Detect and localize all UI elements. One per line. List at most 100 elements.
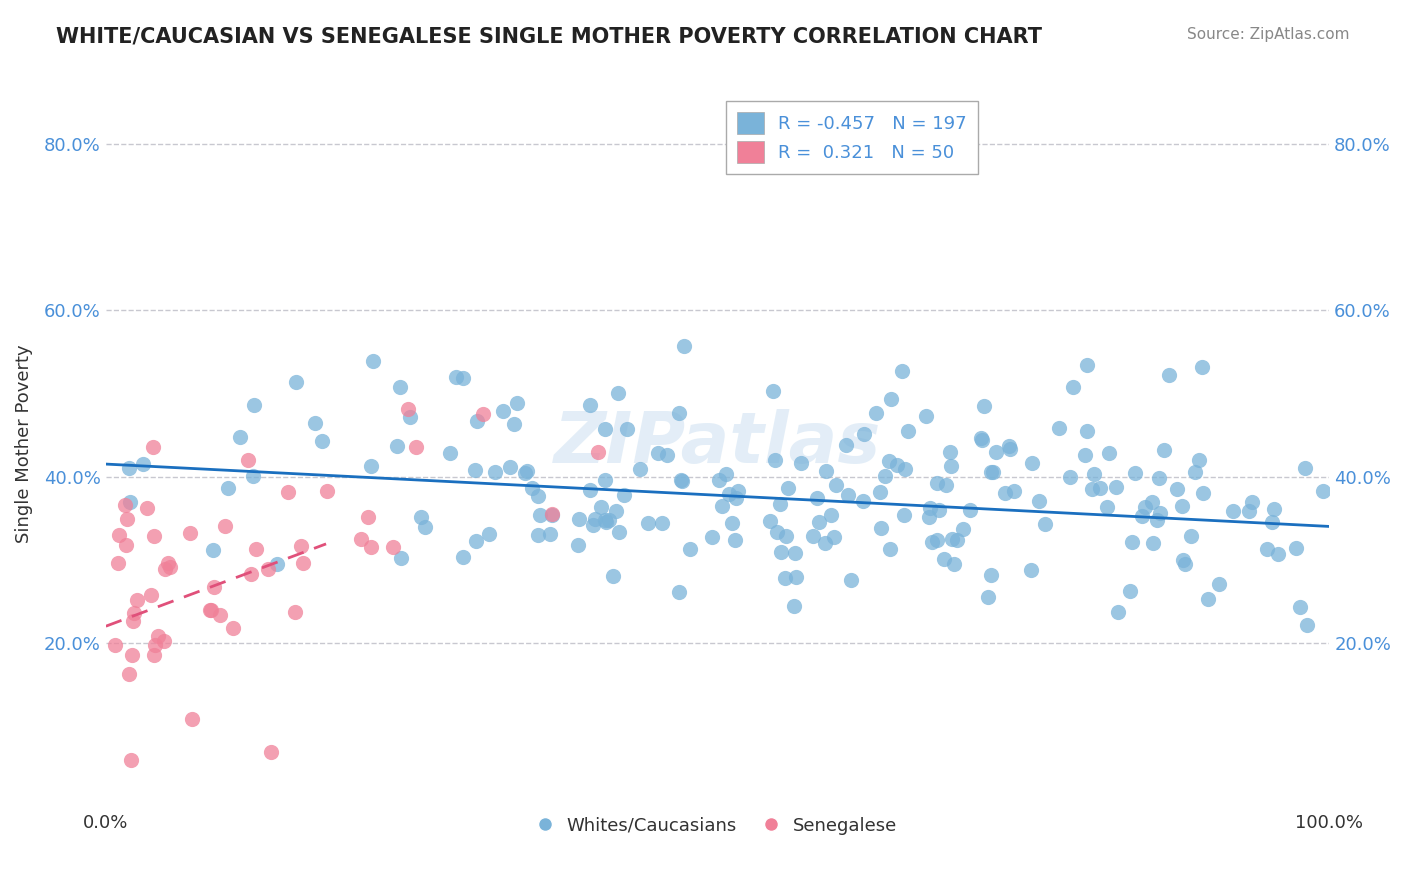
Point	[808, 515, 831, 529]
Point	[718, 487, 741, 501]
Point	[1076, 358, 1098, 372]
Point	[613, 487, 636, 501]
Point	[823, 530, 845, 544]
Point	[980, 567, 1002, 582]
Point	[637, 516, 659, 530]
Point	[981, 465, 1004, 479]
Point	[1147, 471, 1170, 485]
Point	[1097, 500, 1119, 514]
Text: WHITE/CAUCASIAN VS SENEGALESE SINGLE MOTHER POVERTY CORRELATION CHART: WHITE/CAUCASIAN VS SENEGALESE SINGLE MOT…	[56, 27, 1042, 46]
Point	[710, 499, 733, 513]
Point	[153, 634, 176, 648]
Point	[1188, 453, 1211, 467]
Point	[671, 474, 693, 488]
Point	[770, 545, 793, 559]
Point	[567, 538, 589, 552]
Point	[242, 469, 264, 483]
Point	[472, 408, 495, 422]
Point	[668, 406, 690, 420]
Point	[444, 370, 467, 384]
Point	[541, 508, 564, 522]
Point	[762, 384, 785, 398]
Point	[702, 530, 724, 544]
Point	[669, 473, 692, 487]
Point	[360, 458, 382, 473]
Point	[120, 495, 142, 509]
Point	[970, 432, 993, 446]
Point	[775, 529, 797, 543]
Point	[453, 549, 475, 564]
Point	[1261, 515, 1284, 529]
Point	[1157, 368, 1180, 383]
Point	[651, 516, 673, 530]
Point	[453, 371, 475, 385]
Point	[977, 591, 1000, 605]
Point	[515, 467, 537, 481]
Point	[277, 484, 299, 499]
Point	[387, 439, 409, 453]
Point	[814, 536, 837, 550]
Point	[870, 521, 893, 535]
Point	[776, 482, 799, 496]
Point	[1033, 517, 1056, 532]
Point	[1171, 553, 1194, 567]
Point	[465, 534, 488, 549]
Point	[606, 386, 628, 401]
Point	[1166, 482, 1188, 496]
Point	[127, 593, 149, 607]
Point	[135, 501, 157, 516]
Point	[1125, 467, 1147, 481]
Point	[773, 571, 796, 585]
Point	[759, 514, 782, 528]
Point	[179, 526, 201, 541]
Point	[304, 416, 326, 430]
Point	[217, 481, 239, 495]
Point	[503, 417, 526, 431]
Point	[984, 445, 1007, 459]
Point	[914, 409, 936, 423]
Point	[153, 561, 176, 575]
Point	[200, 603, 222, 617]
Point	[725, 491, 748, 506]
Point	[122, 614, 145, 628]
Point	[852, 494, 875, 508]
Point	[209, 608, 232, 623]
Point	[124, 607, 146, 621]
Point	[946, 533, 969, 548]
Point	[1130, 508, 1153, 523]
Point	[529, 508, 551, 522]
Point	[668, 585, 690, 599]
Point	[1080, 483, 1102, 497]
Point	[1237, 504, 1260, 518]
Point	[1241, 495, 1264, 509]
Point	[405, 440, 427, 454]
Point	[918, 501, 941, 516]
Point	[939, 458, 962, 473]
Point	[1074, 448, 1097, 462]
Point	[538, 527, 561, 541]
Point	[143, 639, 166, 653]
Point	[107, 556, 129, 570]
Point	[877, 453, 900, 467]
Y-axis label: Single Mother Poverty: Single Mother Poverty	[15, 344, 32, 542]
Point	[357, 510, 380, 524]
Point	[998, 442, 1021, 457]
Point	[672, 339, 695, 353]
Point	[350, 532, 373, 546]
Point	[1295, 617, 1317, 632]
Point	[361, 353, 384, 368]
Point	[785, 570, 807, 584]
Point	[628, 462, 651, 476]
Point	[763, 453, 786, 467]
Point	[222, 621, 245, 635]
Point	[200, 603, 222, 617]
Point	[1059, 470, 1081, 484]
Point	[579, 398, 602, 412]
Point	[925, 533, 948, 547]
Point	[411, 509, 433, 524]
Point	[769, 497, 792, 511]
Point	[595, 422, 617, 436]
Point	[146, 629, 169, 643]
Point	[593, 513, 616, 527]
Point	[290, 539, 312, 553]
